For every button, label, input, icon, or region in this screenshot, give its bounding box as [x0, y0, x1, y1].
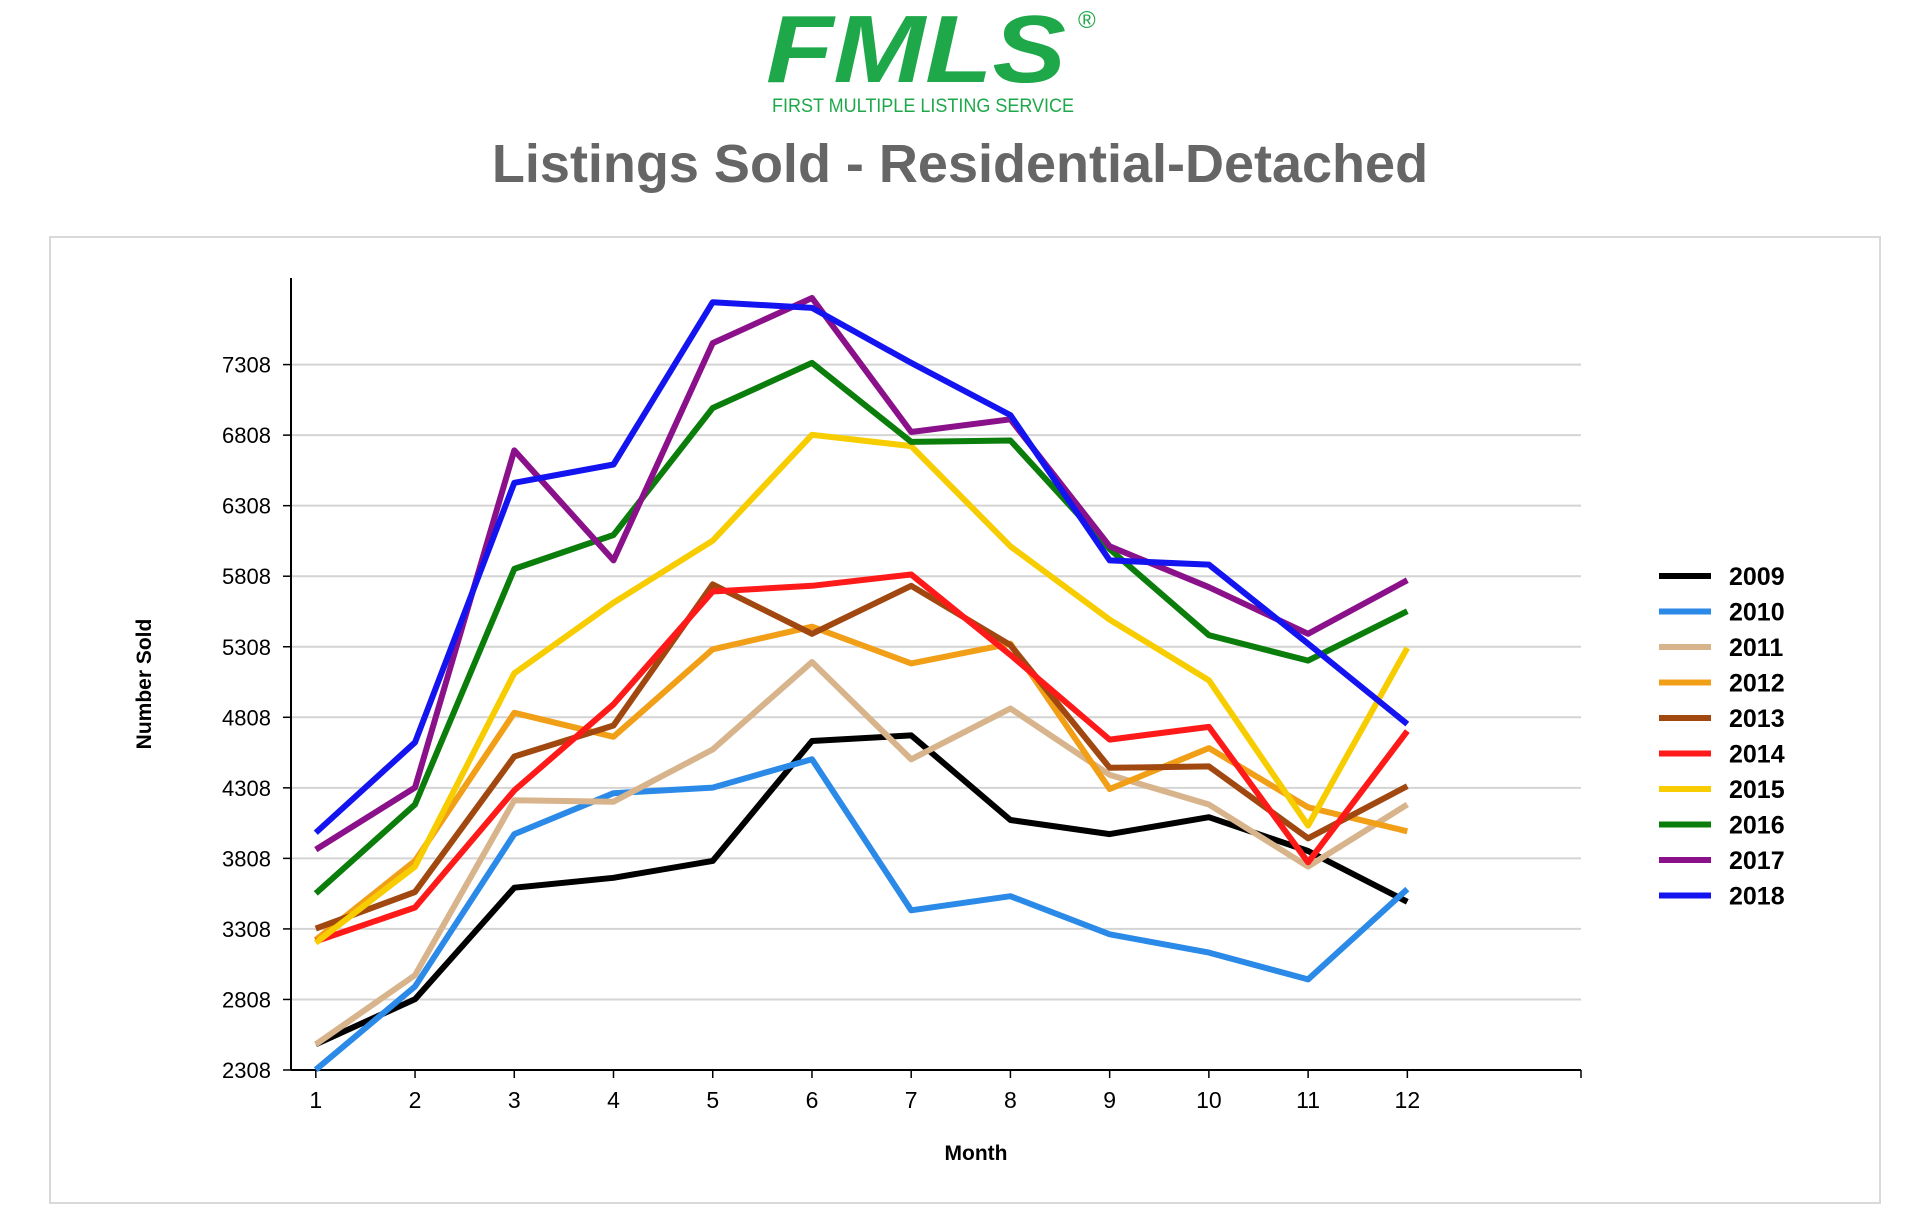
x-tick-label: 3: [508, 1087, 521, 1113]
legend-label-2015: 2015: [1729, 776, 1785, 804]
y-tick-label: 7308: [222, 353, 271, 378]
gridlines: [291, 363, 1581, 1071]
series-line-2011: [314, 659, 1409, 1047]
x-tick-label: 8: [1004, 1087, 1017, 1113]
legend-label-2013: 2013: [1729, 705, 1785, 733]
x-tick-label: 10: [1196, 1087, 1222, 1113]
x-tick-label: 11: [1296, 1087, 1320, 1113]
y-axis-label: Number Sold: [133, 619, 156, 750]
legend: 2009 2010 2011 2012 2013 2014 2015 2016 2017 2018: [1659, 563, 1785, 911]
series-line-2009: [314, 732, 1409, 1048]
series-line-2016: [313, 359, 1409, 896]
series-line-2013: [314, 581, 1409, 932]
y-tick-label: 2308: [222, 1058, 271, 1083]
legend-label-2010: 2010: [1729, 599, 1785, 627]
logo-tagline: FIRST MULTIPLE LISTING SERVICE: [772, 96, 1074, 117]
legend-label-2017: 2017: [1729, 847, 1785, 875]
legend-label-2009: 2009: [1729, 563, 1785, 591]
y-tick-label: 5308: [222, 635, 271, 660]
series-line-2012: [313, 623, 1409, 943]
line-chart: 2308 2808 3308 3808 4308 4808 5308 5808 6308 6808…: [133, 278, 1785, 1165]
logo-registered-mark: ®: [1078, 7, 1096, 34]
legend-label-2014: 2014: [1729, 741, 1785, 769]
x-tick-label: 7: [905, 1087, 918, 1113]
legend-label-2018: 2018: [1729, 883, 1785, 911]
chart-title: Listings Sold - Residential-Detached: [491, 134, 1429, 194]
axes: 2308 2808 3308 3808 4308 4808 5308 5808 6308 6808…: [222, 278, 1582, 1113]
x-tick-label: 12: [1395, 1087, 1421, 1113]
logo-wordmark: FMLS: [766, 0, 1066, 103]
y-tick-label: 6308: [222, 494, 271, 519]
fmls-logo: FMLS ® FIRST MULTIPLE LISTING SERVICE: [766, 0, 1096, 117]
y-tick-label: 4808: [222, 705, 271, 730]
x-tick-label: 1: [309, 1087, 322, 1113]
y-tick-label: 3808: [222, 846, 271, 871]
x-tick-label: 6: [806, 1087, 819, 1113]
y-tick-label: 3308: [222, 917, 271, 942]
series-line-2018: [313, 299, 1410, 835]
chart-panel: 2308 2808 3308 3808 4308 4808 5308 5808 6308 6808…: [49, 236, 1881, 1204]
x-tick-label: 2: [409, 1087, 422, 1113]
y-tick-label: 2808: [222, 987, 271, 1012]
x-tick-label: 4: [607, 1087, 620, 1113]
legend-label-2016: 2016: [1729, 812, 1785, 840]
x-tick-label: 5: [706, 1087, 719, 1113]
y-tick-label: 5808: [222, 564, 271, 589]
legend-label-2012: 2012: [1729, 670, 1785, 698]
legend-label-2011: 2011: [1729, 634, 1783, 662]
y-tick-label: 4308: [222, 776, 271, 801]
series-line-2010: [313, 756, 1410, 1072]
series-line-2014: [314, 571, 1410, 945]
series-line-2017: [314, 295, 1409, 853]
series-line-2015: [313, 431, 1410, 946]
x-axis-label: Month: [945, 1142, 1008, 1165]
y-tick-label: 6808: [222, 423, 271, 448]
x-tick-label: 9: [1103, 1087, 1116, 1113]
series-lines: [313, 295, 1410, 1072]
